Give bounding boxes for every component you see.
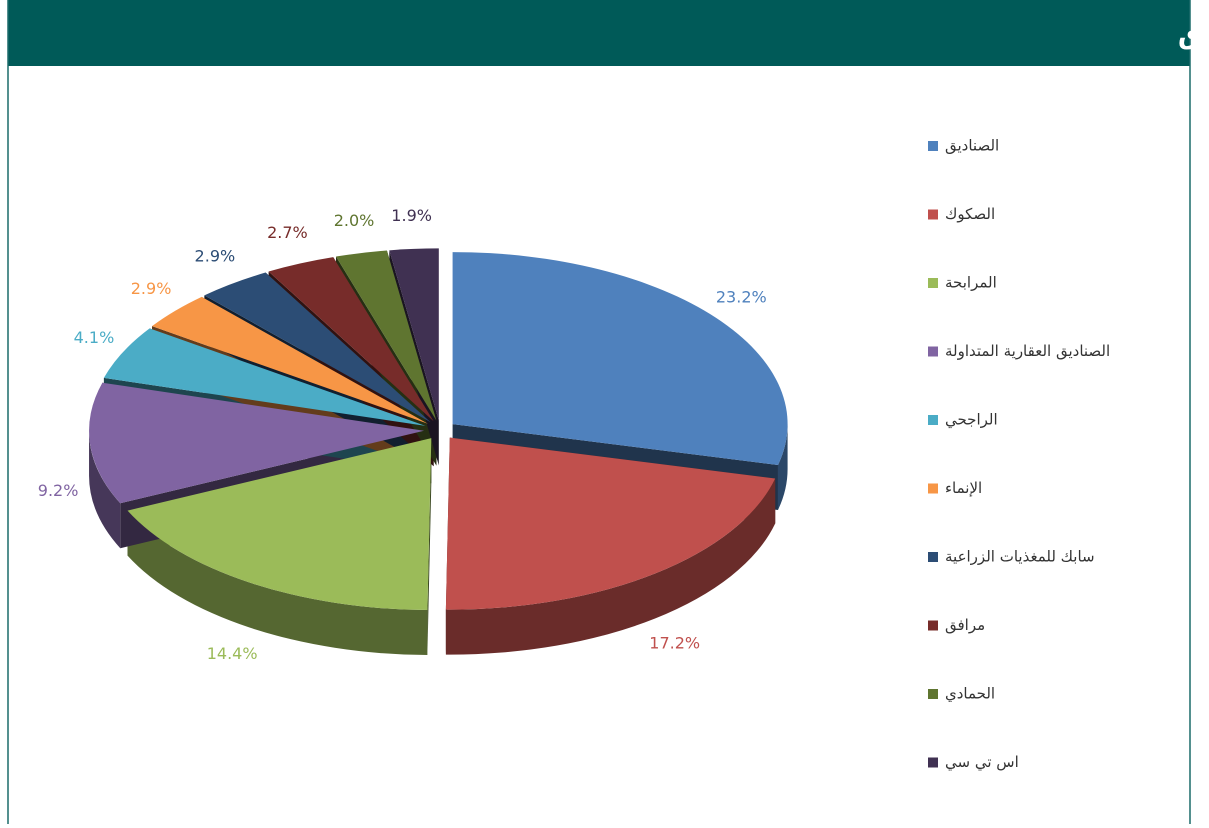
pie-slice xyxy=(127,438,432,611)
data-label: 4.1% xyxy=(74,328,115,347)
legend-label: الصكوك xyxy=(945,205,995,223)
data-label: 17.2% xyxy=(649,634,700,653)
legend-label: المرابحة xyxy=(945,274,997,292)
legend-label: اس تي سي xyxy=(945,753,1019,772)
legend-swatch xyxy=(928,141,938,151)
data-label: 2.7% xyxy=(267,223,308,242)
legend-label: الصناديق xyxy=(945,137,999,155)
pie-slice xyxy=(445,437,776,610)
legend-swatch xyxy=(928,209,938,220)
header-bar xyxy=(8,0,1190,66)
data-label: 9.2% xyxy=(38,481,79,500)
legend-swatch xyxy=(928,689,938,699)
slice-wall xyxy=(777,424,788,510)
chart-title: أكبر عشرة استثمارات للصندوق xyxy=(1178,17,1209,51)
slice-wall xyxy=(89,430,121,549)
data-label: 1.9% xyxy=(391,206,432,225)
legend-label: الحمادي xyxy=(945,685,995,704)
pie-slice xyxy=(336,250,437,421)
pie: 23.2% 17.2% 14.4% 9.2% 4.1% 2.9% 2.9% 2.7% 2.0% 1… xyxy=(38,206,788,663)
legend-label: مرافق xyxy=(945,616,985,634)
slice-wall xyxy=(445,478,776,655)
data-label: 2.0% xyxy=(334,211,375,230)
data-label: 23.2% xyxy=(716,287,767,306)
pie-slice xyxy=(103,328,426,426)
pie-slice xyxy=(452,252,788,465)
legend-label: الصناديق العقارية المتداولة xyxy=(945,342,1110,360)
legend-swatch xyxy=(928,757,938,768)
legend-swatch xyxy=(928,483,938,494)
slice-wall xyxy=(127,510,428,656)
legend-swatch xyxy=(928,552,938,562)
legend-swatch xyxy=(928,415,938,425)
data-label: 14.4% xyxy=(207,644,258,663)
legend: الصناديق الصكوك المرابحة الصناديق العقارية … xyxy=(928,137,1110,772)
legend-label: الإنماء xyxy=(945,479,982,497)
legend-swatch xyxy=(928,278,938,288)
legend-swatch xyxy=(928,346,938,357)
data-label: 2.9% xyxy=(131,279,172,298)
data-label: 2.9% xyxy=(195,246,236,265)
pie-slice xyxy=(89,382,425,504)
pie-slice xyxy=(389,248,439,421)
legend-label: الراجحي xyxy=(945,411,998,430)
pie-slice xyxy=(204,272,431,423)
pie-slice xyxy=(152,296,428,424)
pie-slice xyxy=(268,257,434,422)
slice-cut-face xyxy=(427,438,432,656)
legend-swatch xyxy=(928,620,938,631)
legend-label: سابك للمغذيات الزراعية xyxy=(945,548,1095,566)
